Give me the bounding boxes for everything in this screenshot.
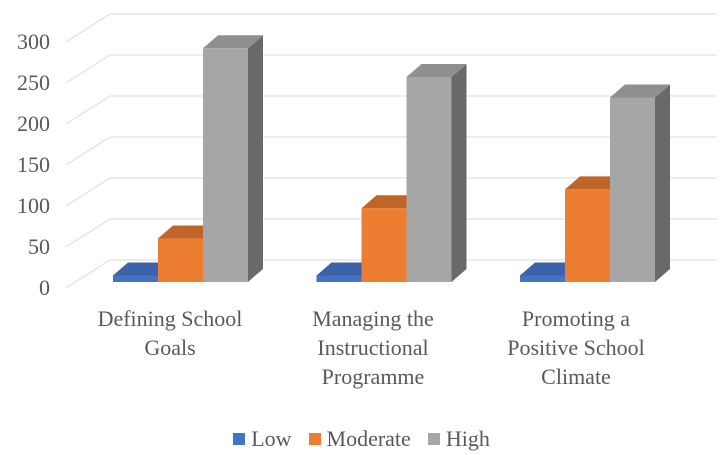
gridline-150 [65,136,717,166]
legend-item-low: Low [233,425,292,453]
gridline-0 [65,259,717,289]
gridline-50 [65,218,717,248]
legend-swatch-high [427,433,440,445]
gridline-300 [65,13,717,43]
y-axis-tick-label: 250 [17,70,50,95]
bar-high-category-3 [610,84,670,282]
gridline-250 [65,54,717,84]
category-label-promoting-positive-climate: Promoting a Positive School Climate [507,306,645,389]
category-label-managing-instructional: Managing the Instructional Programme [312,306,434,389]
bar-high-category-1 [203,35,263,282]
legend-item-high: High [427,425,490,453]
legend-item-moderate: Moderate [308,425,411,453]
y-axis-tick-label: 300 [17,29,50,54]
y-axis-tick-label: 100 [17,193,50,218]
gridline-200 [65,95,717,125]
bar-high-category-2 [406,64,467,282]
y-axis-tick-label: 50 [28,234,50,259]
legend-label-low: Low [251,426,292,451]
legend-label-moderate: Moderate [326,426,411,451]
gridline-100 [65,177,717,207]
legend-swatch-moderate [308,433,321,445]
legend-swatch-low [233,433,246,445]
legend: Low Moderate High [0,424,723,454]
y-axis-tick-label: 150 [17,152,50,177]
y-axis-tick-label: 0 [39,275,50,300]
category-label-defining-school-goals: Defining School Goals [97,306,243,360]
y-axis-tick-label: 200 [17,111,50,136]
legend-label-high: High [445,426,490,451]
